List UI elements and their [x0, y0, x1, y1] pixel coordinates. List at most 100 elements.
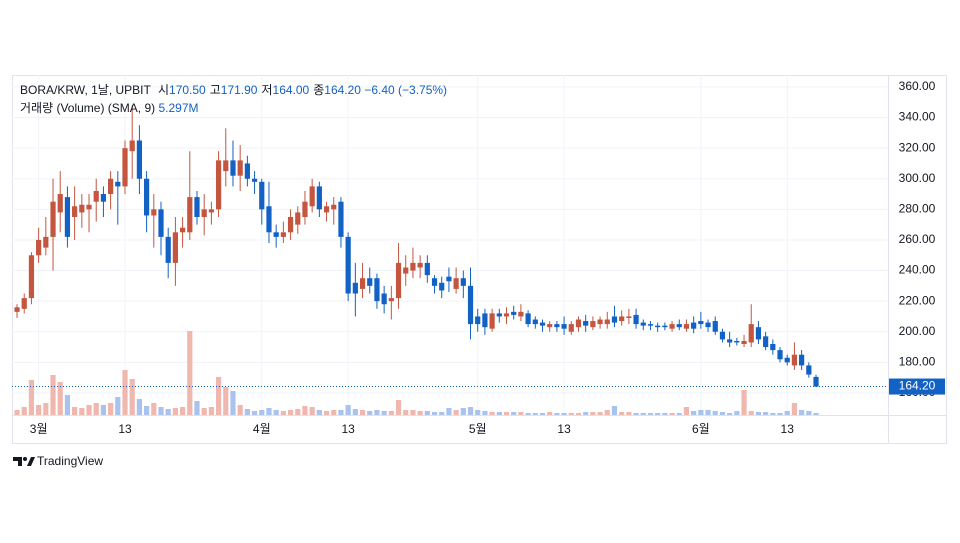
- volume-bar: [151, 403, 157, 415]
- candle-body: [57, 194, 63, 213]
- candle-body: [755, 327, 762, 340]
- volume-bar: [705, 410, 711, 415]
- x-tick-label: 3월: [30, 422, 48, 436]
- volume-bar: [381, 411, 387, 415]
- candle-body: [496, 313, 502, 317]
- candle-body: [208, 209, 214, 213]
- candle-body: [280, 232, 286, 237]
- candle-body: [86, 204, 92, 210]
- candle-body: [518, 311, 524, 317]
- volume-bar: [791, 403, 798, 415]
- volume-bar: [251, 411, 258, 415]
- volume-bar: [359, 410, 366, 415]
- candle-body: [763, 336, 769, 348]
- volume-bar: [388, 411, 394, 415]
- volume-bar: [43, 403, 49, 415]
- volume-bar: [410, 410, 416, 415]
- volume-bar: [727, 413, 733, 415]
- candle-body: [655, 325, 661, 328]
- volume-bar: [683, 407, 690, 415]
- candle-body: [719, 331, 726, 340]
- symbol-title: BORA/KRW, 1날, UPBIT: [20, 83, 151, 97]
- volume-bar: [691, 411, 697, 415]
- x-tick-label: 13: [557, 422, 571, 436]
- y-tick-label: 240.00: [899, 263, 936, 277]
- candle-body: [662, 325, 668, 328]
- candle-body: [439, 282, 445, 291]
- volume-bar: [633, 413, 639, 415]
- volume-bar: [439, 412, 445, 415]
- volume-bar: [79, 408, 85, 415]
- candle-body: [633, 314, 639, 325]
- volume-bar: [597, 412, 603, 415]
- candle-body: [93, 190, 99, 202]
- candle-body: [144, 178, 150, 216]
- volume-bar: [763, 412, 769, 415]
- volume-bar: [93, 403, 99, 415]
- volume-bar: [36, 405, 42, 415]
- volume-bar: [403, 410, 409, 415]
- candle-body: [503, 313, 510, 317]
- candle-body: [338, 201, 344, 237]
- volume-bar: [165, 409, 171, 415]
- candle-body: [295, 212, 301, 225]
- candle-body: [273, 232, 279, 237]
- candle-body: [136, 140, 143, 179]
- volume-bar: [201, 408, 207, 415]
- candle-body: [21, 298, 27, 309]
- candle-body: [395, 262, 402, 299]
- candle-body: [698, 321, 704, 325]
- candle-body: [367, 278, 373, 286]
- volume-bar: [698, 410, 704, 415]
- candle-body: [813, 376, 819, 387]
- candle-body: [36, 239, 42, 256]
- candle-body: [770, 344, 776, 351]
- y-tick-label: 200.00: [899, 324, 936, 338]
- volume-bar: [309, 407, 315, 415]
- ohlc-label: 종: [313, 83, 325, 97]
- volume-bar: [108, 403, 114, 415]
- candle-body: [475, 316, 481, 325]
- candle-body: [287, 216, 294, 233]
- volume-bar: [806, 411, 812, 415]
- ohlc-value: 164.20: [324, 83, 361, 97]
- candle-body: [403, 267, 409, 274]
- candle-body: [266, 206, 272, 233]
- volume-bar: [755, 412, 762, 415]
- y-tick-label: 280.00: [899, 202, 936, 216]
- volume-bar: [676, 413, 682, 415]
- volume-sma: 5.297M: [158, 101, 199, 115]
- candle-body: [309, 186, 315, 207]
- volume-bar: [395, 400, 402, 415]
- volume-bar: [244, 409, 250, 415]
- candle-body: [201, 209, 207, 217]
- volume-bar: [331, 410, 337, 415]
- volume-bar: [503, 412, 510, 415]
- volume-bar: [647, 413, 654, 415]
- volume-bar: [158, 407, 164, 415]
- volume-bar: [345, 405, 351, 415]
- ohlc-value: 164.00: [272, 83, 310, 97]
- volume-bar: [511, 412, 517, 415]
- candle-body: [79, 204, 85, 213]
- volume-bar: [100, 405, 107, 415]
- volume-bar: [323, 411, 330, 415]
- volume-bar: [230, 391, 236, 415]
- volume-bar: [50, 375, 56, 415]
- volume-bar: [446, 408, 452, 415]
- volume-bar: [431, 412, 438, 415]
- candle-body: [554, 324, 560, 328]
- y-tick-label: 260.00: [899, 232, 936, 246]
- volume-bar: [144, 406, 150, 415]
- candle-body: [194, 197, 200, 217]
- candle-body: [179, 227, 186, 233]
- candle-body: [64, 197, 71, 237]
- candle-body: [647, 324, 654, 326]
- volume-bar: [237, 405, 243, 415]
- volume-bar: [532, 413, 538, 415]
- volume-bar: [561, 413, 567, 415]
- volume-bar: [719, 412, 726, 415]
- volume-bar: [172, 408, 178, 415]
